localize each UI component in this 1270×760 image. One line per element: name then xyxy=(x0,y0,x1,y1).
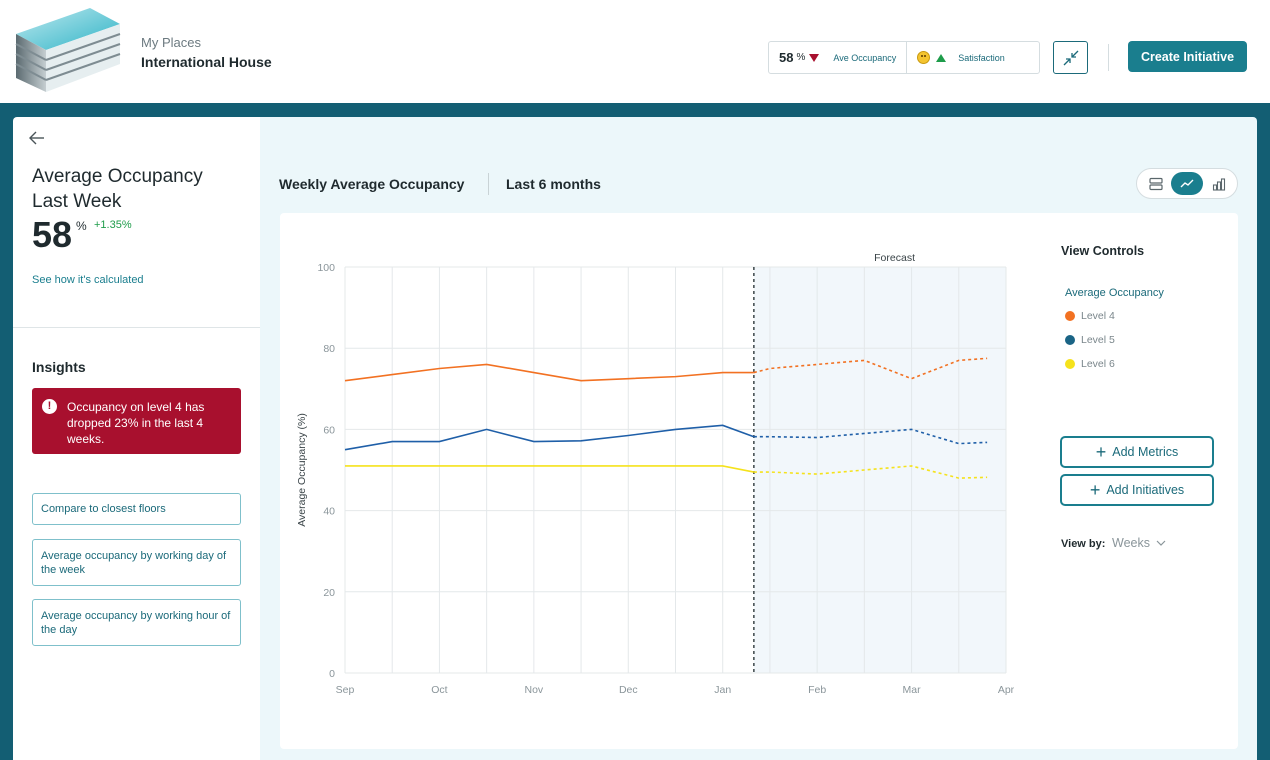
kpi-satisfaction-label: Satisfaction xyxy=(958,52,1005,63)
collapse-arrows-icon xyxy=(1063,50,1078,65)
alert-text: Occupancy on level 4 has dropped 23% in … xyxy=(67,400,205,446)
metric-value: 58 xyxy=(32,214,73,255)
forecast-label: Forecast xyxy=(874,252,915,264)
collapse-button[interactable] xyxy=(1053,41,1088,74)
kpi-summary: 58 % Ave Occupancy Satisfaction xyxy=(768,41,1040,74)
x-tick-label: Nov xyxy=(525,684,544,696)
insight-working-day-button[interactable]: Average occupancy by working day of the … xyxy=(32,539,241,586)
insight-working-hour-button[interactable]: Average occupancy by working hour of the… xyxy=(32,599,241,646)
trend-down-icon xyxy=(809,53,820,62)
chevron-down-icon xyxy=(1156,540,1166,546)
rows-icon xyxy=(1149,177,1163,190)
legend-dot xyxy=(1065,359,1075,369)
series-line-level-5 xyxy=(344,424,755,451)
legend-label: Level 5 xyxy=(1081,334,1115,346)
legend-label: Level 4 xyxy=(1081,310,1115,322)
chart-view-toggle xyxy=(1136,168,1238,199)
y-axis-label: Average Occupancy (%) xyxy=(296,413,308,527)
y-tick-label: 20 xyxy=(323,587,335,599)
line-view-button[interactable] xyxy=(1171,172,1203,195)
legend-level-4[interactable]: Level 4 xyxy=(1065,310,1115,322)
kpi-occupancy-unit: % xyxy=(796,52,806,63)
kpi-occupancy[interactable]: 58 % Ave Occupancy xyxy=(769,42,906,73)
forecast-region xyxy=(753,267,1006,673)
y-tick-label: 80 xyxy=(323,343,335,355)
metric-title: Average Occupancy Last Week xyxy=(32,166,203,212)
y-tick-label: 100 xyxy=(317,262,335,274)
alert-icon: ! xyxy=(42,399,57,414)
x-tick-label: Jan xyxy=(714,684,731,696)
plus-icon: + xyxy=(1095,441,1107,462)
insights-title: Insights xyxy=(32,359,86,375)
x-tick-label: Feb xyxy=(808,684,826,696)
add-metrics-button[interactable]: + Add Metrics xyxy=(1060,436,1214,468)
series-line-level-4 xyxy=(344,363,754,382)
view-controls-title: View Controls xyxy=(1061,244,1145,258)
x-tick-label: Sep xyxy=(336,684,355,696)
view-by-label: View by: xyxy=(1061,538,1106,550)
add-metrics-label: Add Metrics xyxy=(1112,445,1179,459)
heading-separator xyxy=(488,173,489,195)
x-tick-label: Apr xyxy=(998,684,1015,696)
trend-up-icon xyxy=(936,53,947,62)
series-forecast-level-6 xyxy=(753,465,988,479)
legend-title: Average Occupancy xyxy=(1065,287,1164,299)
insight-alert[interactable]: ! Occupancy on level 4 has dropped 23% i… xyxy=(32,388,241,454)
legend-level-5[interactable]: Level 5 xyxy=(1065,334,1115,346)
legend-dot xyxy=(1065,335,1075,345)
metric-unit: % xyxy=(76,219,87,233)
kpi-satisfaction[interactable]: Satisfaction xyxy=(906,42,1015,73)
building-logo-icon xyxy=(15,8,121,92)
occupancy-line-chart: 0 20 40 60 80 100 Sep Oct Nov Dec Jan Feb Mar Apr Aver… xyxy=(296,252,1015,696)
place-name: International House xyxy=(141,54,272,70)
panel-divider xyxy=(13,327,260,328)
y-tick-label: 0 xyxy=(329,668,335,680)
create-initiative-button[interactable]: Create Initiative xyxy=(1128,41,1247,72)
time-range-selector[interactable]: Last 6 months xyxy=(506,176,601,192)
line-chart-icon xyxy=(1180,179,1194,187)
chart-heading: Weekly Average Occupancy xyxy=(279,176,465,192)
legend-dot xyxy=(1065,311,1075,321)
table-view-button[interactable] xyxy=(1140,172,1172,195)
y-tick-label: 60 xyxy=(323,424,335,436)
view-by-select[interactable]: Weeks xyxy=(1112,536,1167,550)
header-divider xyxy=(1108,44,1109,71)
series-line-level-6 xyxy=(345,465,755,473)
x-tick-label: Dec xyxy=(619,684,638,696)
insight-compare-floors-button[interactable]: Compare to closest floors xyxy=(32,493,241,525)
bar-view-button[interactable] xyxy=(1203,172,1235,195)
metric-delta: +1.35% xyxy=(94,219,132,231)
series-forecast-level-5 xyxy=(753,428,988,445)
legend-label: Level 6 xyxy=(1081,358,1115,370)
breadcrumb-my-places[interactable]: My Places xyxy=(141,35,201,50)
app-header: My Places International House 58 % Ave O… xyxy=(0,0,1270,103)
x-tick-label: Mar xyxy=(903,684,922,696)
kpi-occupancy-value: 58 xyxy=(779,50,794,65)
kpi-occupancy-label: Ave Occupancy xyxy=(833,52,897,63)
legend-level-6[interactable]: Level 6 xyxy=(1065,358,1115,370)
see-calculation-link[interactable]: See how it's calculated xyxy=(32,274,144,286)
smiley-icon xyxy=(917,51,931,64)
series-forecast-level-4 xyxy=(753,357,988,380)
y-tick-label: 40 xyxy=(323,506,335,518)
back-arrow-icon[interactable] xyxy=(28,130,46,146)
plus-icon: + xyxy=(1089,479,1101,500)
add-initiatives-button[interactable]: + Add Initiatives xyxy=(1060,474,1214,506)
bar-chart-icon xyxy=(1212,177,1226,191)
view-by-value: Weeks xyxy=(1112,536,1150,550)
add-initiatives-label: Add Initiatives xyxy=(1106,483,1185,497)
x-tick-label: Oct xyxy=(431,684,447,696)
